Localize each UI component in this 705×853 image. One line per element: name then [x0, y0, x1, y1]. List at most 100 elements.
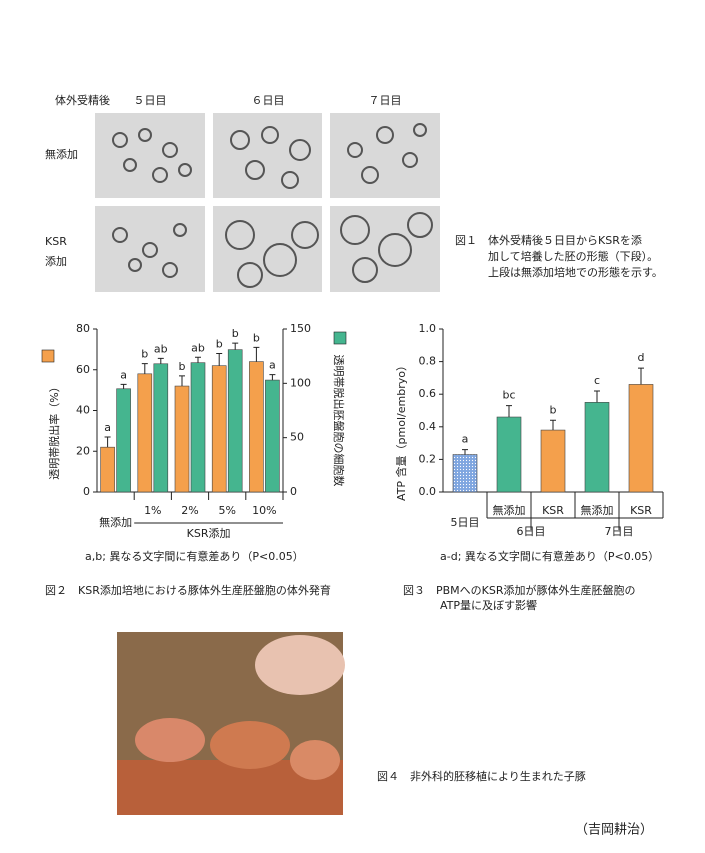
bar [190, 362, 206, 493]
significance-letter: b [179, 360, 186, 373]
significance-letter: c [594, 374, 600, 387]
bar [584, 402, 610, 493]
y-tick-label: 0.6 [419, 387, 437, 400]
fig1-caption: 図１ 体外受精後５日目からKSRを添 [455, 233, 642, 247]
error-bar [550, 419, 556, 431]
photo-piglet [210, 721, 290, 769]
bar [174, 385, 190, 493]
y2-axis-title: 透明帯脱出胚盤胞の細胞数 [332, 355, 346, 487]
x-tick-label: 2% [181, 504, 198, 517]
error-bar [506, 405, 512, 418]
error-bar [120, 383, 127, 389]
day-label: ５日目 [134, 94, 167, 107]
x-tick-label: 無添加 [99, 515, 132, 529]
row-label: 無添加 [45, 147, 78, 161]
significance-letter: a [462, 433, 469, 446]
error-bar [104, 436, 111, 448]
bar [116, 388, 131, 493]
bar [137, 373, 153, 493]
x-tick-label: 1% [144, 504, 161, 517]
significance-letter: b [253, 331, 260, 344]
significance-letter: bc [502, 389, 515, 402]
author: （吉岡耕治） [575, 822, 653, 838]
group-label: KSR添加 [187, 527, 231, 540]
x-tick-label: 5% [218, 504, 235, 517]
micrograph [330, 206, 440, 292]
error-bar [232, 342, 239, 350]
error-bar [179, 375, 185, 387]
row-label: 添加 [45, 255, 67, 268]
caption: ATP量に及ぼす影響 [440, 598, 537, 612]
significance-letter: b [216, 337, 223, 350]
x-tick-label: 10% [252, 504, 276, 517]
caption: 図２ KSR添加培地における豚体外生産胚盤胞の体外発育 [45, 583, 331, 597]
error-bar [157, 357, 164, 364]
bar [100, 446, 115, 493]
fig1-caption: 上段は無添加培地での形態を示す。 [488, 265, 663, 279]
x-tick-label: KSR [542, 504, 564, 517]
group-label: 6日目 [517, 525, 546, 538]
y-tick-label: 0.0 [419, 485, 437, 498]
x-tick-label: KSR [630, 504, 652, 517]
error-bar [269, 374, 276, 381]
y-tick-label: 40 [76, 404, 90, 417]
fig1-header: 体外受精後 [55, 93, 110, 107]
error-bar [253, 346, 260, 362]
bar [452, 454, 478, 493]
bar [628, 384, 654, 493]
significance-letter: b [232, 327, 239, 340]
fig4-caption: 図４ 非外科的胚移植により生まれた子豚 [377, 769, 586, 783]
y-tick-label: 60 [76, 363, 90, 376]
y-tick-label: 100 [290, 376, 311, 389]
significance-letter: ab [191, 341, 205, 354]
y-axis-title: 透明帯脱出率（%） [47, 381, 61, 479]
y-tick-label: 0.8 [419, 355, 437, 368]
x-tick-label: 無添加 [581, 503, 614, 517]
y-tick-label: 20 [76, 444, 90, 457]
error-bar [462, 449, 468, 455]
bar [496, 416, 522, 493]
y-tick-label: 0 [83, 485, 90, 498]
error-bar [638, 367, 644, 385]
row-label: KSR [45, 235, 67, 248]
y-axis-title: ATP 含量（pmol/embryo） [395, 360, 408, 501]
error-bar [594, 390, 600, 403]
error-bar [216, 352, 223, 366]
significance-letter: a [120, 368, 127, 381]
y-tick-label: 150 [290, 322, 311, 335]
photo-piglet [135, 718, 205, 762]
embryos [112, 123, 433, 288]
error-bar [195, 356, 201, 363]
significance-letter: b [550, 403, 557, 416]
y-tick-label: 0.4 [419, 420, 437, 433]
bar [265, 379, 280, 493]
photo-piglet [290, 740, 340, 780]
footnote: a,b; 異なる文字間に有意差あり（P<0.05） [85, 549, 304, 563]
micrograph [213, 113, 322, 198]
footnote: a-d; 異なる文字間に有意差あり（P<0.05） [440, 549, 659, 563]
x-tick-label: 5日目 [451, 516, 480, 529]
bar [227, 349, 243, 493]
significance-letter: a [104, 421, 111, 434]
x-tick-label: 無添加 [493, 503, 526, 517]
bar [153, 363, 169, 493]
fig1-caption: 加して培養した胚の形態（下段）。 [488, 249, 658, 263]
legend-swatch [333, 331, 347, 345]
micrograph [95, 206, 205, 292]
y-tick-label: 1.0 [419, 322, 437, 335]
significance-letter: a [269, 359, 276, 372]
significance-letter: d [638, 351, 645, 364]
micrograph [95, 113, 205, 198]
significance-letter: ab [154, 342, 168, 355]
day-label: ６日目 [252, 94, 285, 107]
bar [540, 429, 566, 493]
group-label: 7日目 [605, 525, 634, 538]
y-tick-label: 50 [290, 431, 304, 444]
photo-sow [255, 635, 345, 695]
bar [249, 361, 264, 493]
bar [211, 365, 227, 493]
y-tick-label: 0 [290, 485, 297, 498]
y-tick-label: 0.2 [419, 452, 437, 465]
